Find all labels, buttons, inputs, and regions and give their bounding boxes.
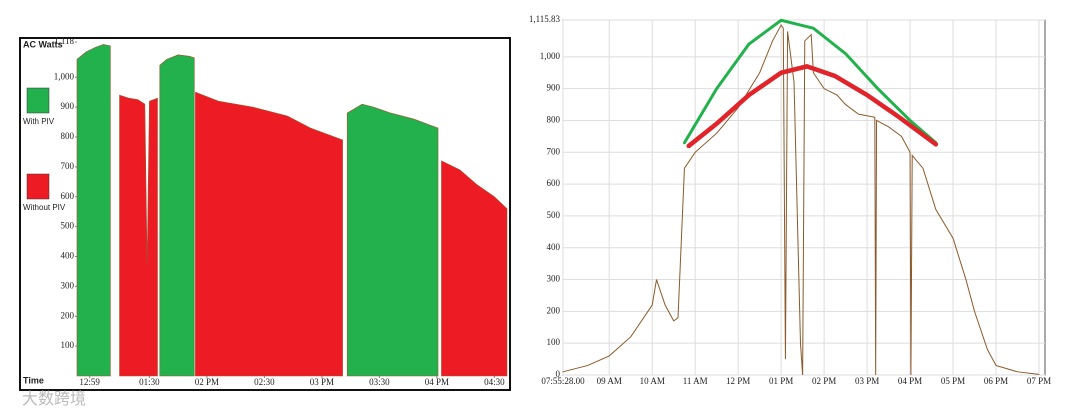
x-tick-label: 03 PM: [855, 376, 879, 386]
x-tick-label: 07:55:28.00: [541, 376, 585, 386]
y-tick-label: 800: [547, 115, 561, 125]
area: [119, 94, 158, 377]
area: [76, 44, 111, 377]
x-tick-label: 02 PM: [812, 376, 836, 386]
area: [159, 54, 195, 377]
y-tick-label: 900: [61, 101, 75, 111]
y-tick-label: 200: [61, 310, 75, 320]
y-tick-label: 500: [61, 221, 75, 231]
x-tick-label: 01 PM: [769, 376, 793, 386]
y-tick-label: 400: [547, 242, 561, 252]
y-tick-label: 1,118: [54, 36, 74, 46]
y-tick-label: 300: [547, 274, 561, 284]
watermark: 大数跨境: [22, 389, 86, 408]
x-tick-label: 02 PM: [195, 377, 219, 387]
x-tick-label: 12:59: [79, 377, 100, 387]
area: [346, 103, 439, 377]
area: [195, 91, 343, 377]
legend-label: Without PIV: [23, 203, 66, 212]
y-tick-label: 1,000: [540, 51, 561, 61]
x-tick-label: 11 AM: [683, 376, 708, 386]
line: [562, 24, 1040, 376]
left-frame: [19, 37, 511, 391]
legend-swatch: [26, 87, 50, 114]
y-tick-label: 1,000: [54, 71, 75, 81]
x-tick-label: 03 PM: [310, 377, 334, 387]
y-tick-label: 600: [547, 178, 561, 188]
x-tick-label: 06 PM: [984, 376, 1008, 386]
y-tick-label: 0: [556, 369, 561, 379]
y-tick-label: 1,115.83: [529, 14, 561, 24]
x-tick-label: 02:30: [254, 377, 275, 387]
y-tick-label: 200: [547, 305, 561, 315]
y-tick-label: 300: [61, 280, 75, 290]
y-tick-label: 600: [61, 191, 75, 201]
y-tick-label: 700: [61, 161, 75, 171]
x-tick-label: 10 AM: [640, 376, 665, 386]
x-tick-label: 04:30: [484, 377, 505, 387]
x-tick-label: 03:30: [369, 377, 390, 387]
x-tick-label: 04 PM: [425, 377, 449, 387]
x-tick-label: 09 AM: [597, 376, 622, 386]
x-tick-label: 01:30: [139, 377, 160, 387]
y-tick-label: 700: [547, 146, 561, 156]
x-tick-label: 12 PM: [726, 376, 750, 386]
line: [686, 64, 939, 149]
y-tick-label: 500: [547, 210, 561, 220]
y-tick-label: 800: [61, 131, 75, 141]
x-tick-label: 04 PM: [898, 376, 922, 386]
legend-label: With PIV: [23, 117, 55, 126]
x-tick-label: 05 PM: [941, 376, 965, 386]
x-axis-label: Time: [23, 375, 44, 385]
line: [682, 18, 938, 145]
x-tick-label: 07 PM: [1027, 376, 1051, 386]
y-tick-label: 100: [547, 337, 561, 347]
y-tick-label: 100: [61, 340, 75, 350]
y-tick-label: 400: [61, 251, 75, 261]
y-tick-label: 900: [547, 83, 561, 93]
legend-swatch: [26, 173, 50, 200]
area: [441, 160, 508, 377]
y-axis-label: AC Watts: [23, 39, 63, 49]
